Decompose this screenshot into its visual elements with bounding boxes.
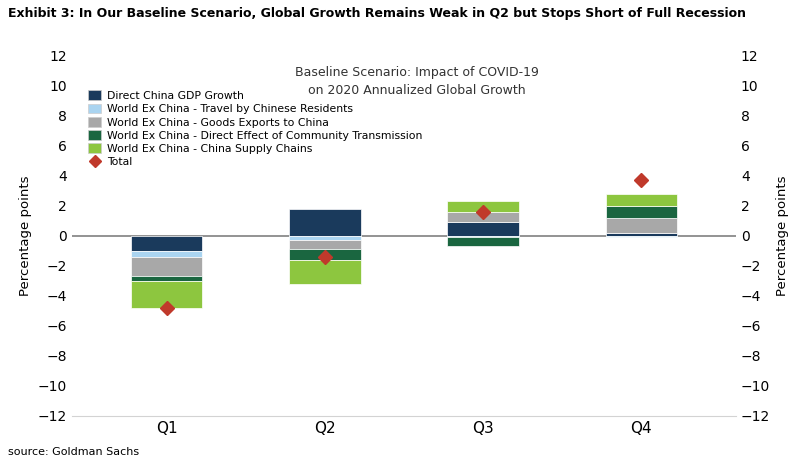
Bar [290,236,361,240]
Text: source: Goldman Sachs: source: Goldman Sachs [8,447,139,457]
Y-axis label: Percentage points: Percentage points [776,176,789,296]
Text: Baseline Scenario: Impact of COVID-19
on 2020 Annualized Global Growth: Baseline Scenario: Impact of COVID-19 on… [295,66,539,97]
Bar [131,281,202,308]
Bar [447,212,518,222]
Bar [131,250,202,257]
Text: Exhibit 3: In Our Baseline Scenario, Global Growth Remains Weak in Q2 but Stops : Exhibit 3: In Our Baseline Scenario, Glo… [8,7,746,20]
Legend: Direct China GDP Growth, World Ex China - Travel by Chinese Residents, World Ex : Direct China GDP Growth, World Ex China … [84,86,426,172]
Bar [606,236,677,237]
Y-axis label: Percentage points: Percentage points [19,176,32,296]
Bar [290,249,361,260]
Bar [131,276,202,281]
Bar [447,222,518,236]
Bar [447,237,518,246]
Bar [131,257,202,276]
Bar [447,201,518,212]
Bar [606,206,677,218]
Bar [131,236,202,250]
Bar [606,218,677,233]
Bar [290,240,361,249]
Bar [606,194,677,206]
Bar [606,233,677,236]
Bar [290,260,361,284]
Bar [290,209,361,236]
Bar [447,236,518,237]
